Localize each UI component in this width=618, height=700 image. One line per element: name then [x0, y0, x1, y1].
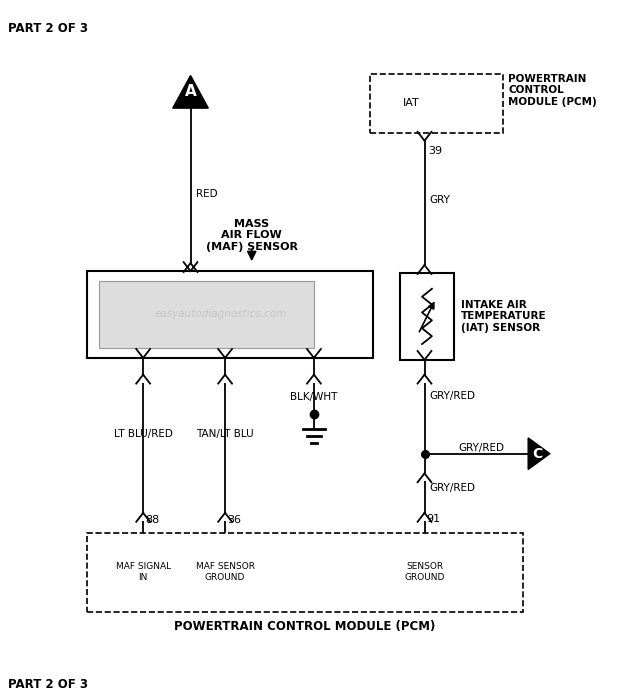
Text: PART 2 OF 3: PART 2 OF 3	[8, 678, 88, 691]
Text: GRY: GRY	[430, 195, 451, 205]
Text: A: A	[185, 84, 197, 99]
Text: GRY/RED: GRY/RED	[459, 442, 504, 453]
Text: GRY/RED: GRY/RED	[430, 391, 475, 401]
Text: MAF SENSOR
GROUND: MAF SENSOR GROUND	[195, 562, 255, 582]
Bar	[370, 74, 504, 133]
Text: 39: 39	[428, 146, 442, 155]
Text: POWERTRAIN
CONTROL
MODULE (PCM): POWERTRAIN CONTROL MODULE (PCM)	[509, 74, 597, 107]
Text: POWERTRAIN CONTROL MODULE (PCM): POWERTRAIN CONTROL MODULE (PCM)	[174, 620, 436, 633]
Text: GRY/RED: GRY/RED	[430, 483, 475, 493]
Text: TAN/LT BLU: TAN/LT BLU	[197, 429, 254, 439]
Text: BLK/WHT: BLK/WHT	[290, 393, 337, 402]
Text: INTAKE AIR
TEMPERATURE
(IAT) SENSOR: INTAKE AIR TEMPERATURE (IAT) SENSOR	[461, 300, 547, 333]
Text: IAT: IAT	[404, 98, 420, 108]
Text: MASS
AIR FLOW
(MAF) SENSOR: MASS AIR FLOW (MAF) SENSOR	[206, 218, 298, 252]
Text: RED: RED	[197, 189, 218, 199]
Bar	[87, 533, 523, 612]
Text: PART 2 OF 3: PART 2 OF 3	[8, 22, 88, 35]
Text: SENSOR
GROUND: SENSOR GROUND	[404, 562, 445, 582]
Text: 91: 91	[426, 514, 441, 524]
Bar	[400, 273, 454, 360]
Text: easyautodiagnostics.com: easyautodiagnostics.com	[154, 309, 286, 319]
Bar	[87, 271, 373, 358]
Text: 36: 36	[227, 514, 241, 525]
Polygon shape	[173, 76, 208, 108]
Text: MAF SIGNAL
IN: MAF SIGNAL IN	[116, 562, 171, 582]
Bar	[99, 281, 314, 348]
Text: 88: 88	[145, 514, 159, 525]
Polygon shape	[528, 438, 550, 470]
Text: C: C	[532, 447, 543, 461]
Text: LT BLU/RED: LT BLU/RED	[114, 429, 172, 439]
